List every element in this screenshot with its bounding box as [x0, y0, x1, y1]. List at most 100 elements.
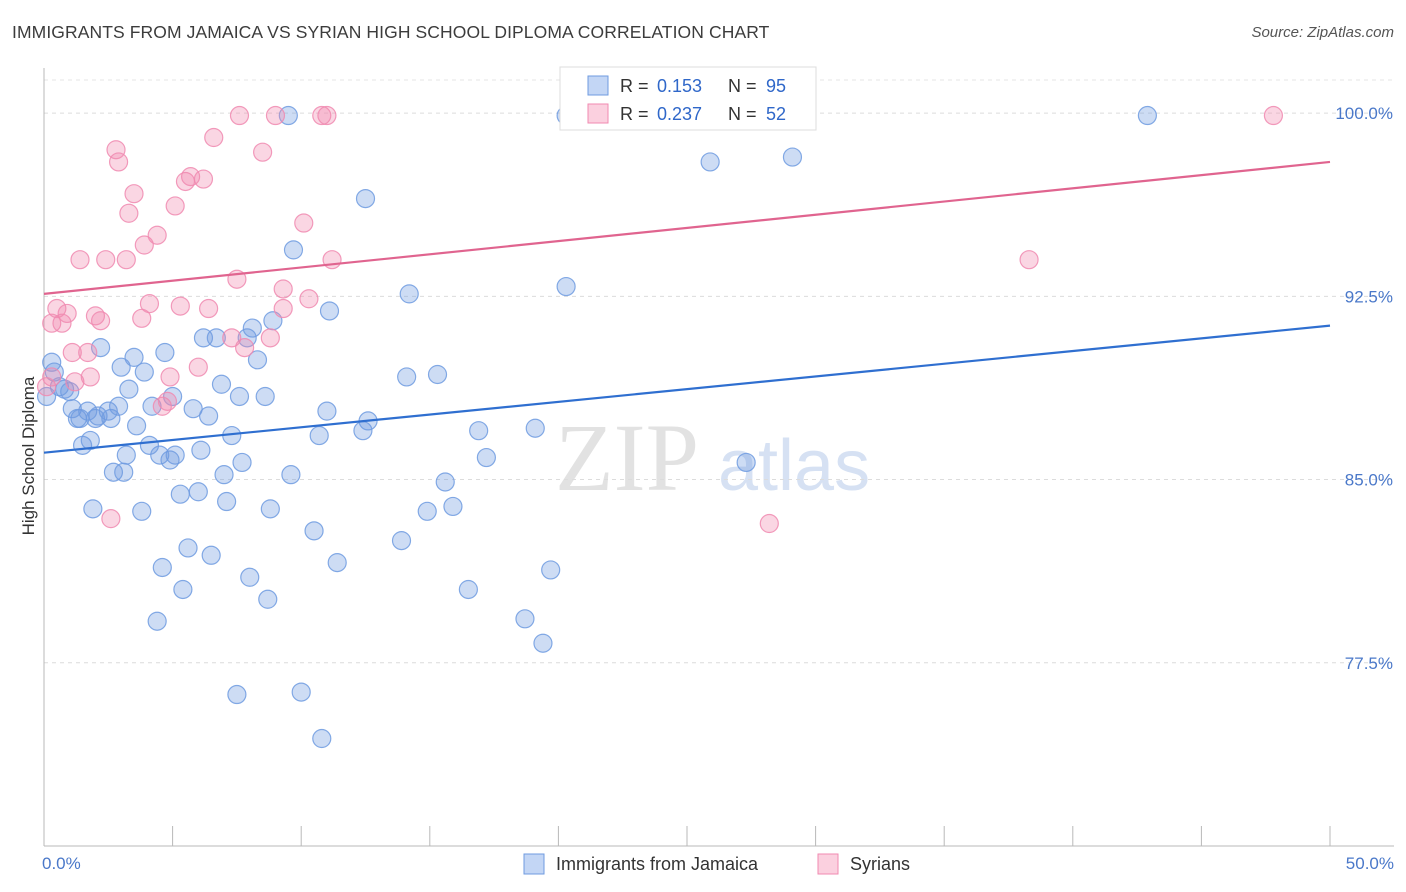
y-axis-label: High School Diploma [19, 376, 38, 535]
data-point-syrians [312, 105, 332, 126]
data-point-jamaica [782, 147, 803, 167]
data-point-syrians [253, 142, 273, 162]
data-point-syrians [57, 303, 77, 324]
watermark-zip: ZIP [555, 404, 699, 511]
data-point-syrians [42, 367, 62, 387]
data-point-jamaica [397, 367, 417, 387]
y-tick-label: 100.0% [1335, 104, 1393, 123]
data-point-jamaica [191, 440, 211, 460]
data-point-jamaica [101, 408, 121, 429]
data-point-jamaica [541, 560, 561, 580]
data-point-syrians [157, 391, 178, 411]
data-point-syrians [317, 105, 337, 126]
data-point-jamaica [206, 328, 226, 348]
data-point-jamaica [147, 611, 167, 631]
data-point-syrians [260, 328, 280, 348]
data-point-jamaica [391, 531, 412, 551]
data-point-syrians [36, 377, 57, 397]
data-point-jamaica [124, 347, 144, 367]
watermark-atlas: atlas [718, 426, 870, 506]
data-point-syrians [96, 250, 116, 270]
stats-n-syrians: 52 [766, 104, 786, 124]
data-point-syrians [229, 105, 250, 126]
data-point-syrians [265, 105, 286, 126]
data-point-syrians [273, 298, 293, 319]
data-point-syrians [80, 367, 100, 387]
data-point-jamaica [170, 484, 190, 504]
data-point-jamaica [227, 684, 247, 705]
data-point-jamaica [1137, 105, 1157, 126]
data-point-jamaica [217, 491, 237, 512]
data-point-jamaica [98, 401, 118, 421]
data-point-syrians [134, 235, 154, 255]
data-point-syrians [70, 250, 90, 270]
data-point-jamaica [355, 188, 376, 209]
data-point-syrians [116, 250, 136, 270]
data-point-jamaica [142, 396, 162, 416]
data-point-syrians [759, 513, 779, 534]
data-point-jamaica [319, 301, 340, 321]
data-point-jamaica [108, 396, 129, 416]
data-point-syrians [170, 296, 190, 316]
data-point-syrians [90, 311, 111, 331]
data-point-jamaica [700, 152, 720, 172]
data-point-syrians [52, 313, 72, 333]
data-point-syrians [62, 342, 82, 363]
bottom-legend: Immigrants from Jamaica Syrians [523, 853, 910, 875]
legend-label-jamaica: Immigrants from Jamaica [556, 854, 759, 874]
data-point-jamaica [36, 386, 57, 407]
data-point-jamaica [247, 350, 268, 370]
data-point-jamaica [78, 401, 98, 421]
data-point-jamaica [90, 338, 111, 358]
data-point-jamaica [476, 447, 496, 468]
y-tick-label: 85.0% [1345, 471, 1393, 490]
data-point-syrians [299, 289, 319, 309]
data-point-jamaica [309, 425, 329, 446]
data-point-jamaica [258, 589, 278, 609]
stats-swatch-syrians [587, 103, 609, 124]
data-point-jamaica [173, 579, 193, 600]
data-point-jamaica [229, 386, 250, 407]
y-tick-labels: 77.5% 85.0% 92.5% 100.0% [1335, 104, 1393, 673]
data-point-syrians [65, 372, 85, 392]
legend-label-syrians: Syrians [850, 854, 910, 874]
data-point-jamaica [211, 374, 232, 394]
data-point-jamaica [232, 452, 252, 473]
data-point-jamaica [260, 499, 280, 519]
data-point-jamaica [417, 501, 437, 521]
series-jamaica-points [36, 105, 1157, 749]
source-label: Source: ZipAtlas.com [1251, 24, 1394, 41]
trend-line-jamaica [43, 324, 1331, 454]
x-tick-label-end: 50.0% [1346, 854, 1394, 873]
data-point-jamaica [281, 465, 301, 485]
data-point-jamaica [111, 357, 131, 377]
data-point-syrians [235, 338, 255, 358]
data-point-jamaica [242, 318, 262, 338]
data-point-jamaica [399, 284, 419, 304]
data-point-jamaica [165, 445, 185, 465]
data-point-jamaica [515, 609, 535, 629]
data-point-jamaica [155, 342, 175, 363]
data-point-jamaica [435, 472, 455, 492]
data-point-jamaica [304, 521, 324, 541]
trend-line-syrians [43, 160, 1331, 295]
data-point-syrians [124, 184, 144, 204]
data-point-syrians [42, 313, 62, 333]
stats-n-label-syrians: N = [728, 104, 757, 124]
axes [43, 68, 1394, 847]
data-point-jamaica [443, 496, 463, 517]
data-point-jamaica [317, 401, 337, 421]
stats-n-label-jamaica: N = [728, 76, 757, 96]
data-point-jamaica [458, 579, 478, 600]
data-point-syrians [1019, 250, 1039, 270]
data-point-syrians [222, 328, 242, 348]
data-point-syrians [160, 367, 180, 387]
x-tick-label-start: 0.0% [42, 854, 81, 873]
data-point-syrians [199, 298, 219, 319]
data-point-jamaica [126, 416, 147, 436]
stats-swatch-jamaica [587, 75, 609, 96]
stats-r-jamaica: 0.153 [657, 76, 702, 96]
y-tick-label: 77.5% [1345, 654, 1393, 673]
data-point-syrians [294, 213, 314, 233]
data-point-jamaica [134, 362, 154, 382]
